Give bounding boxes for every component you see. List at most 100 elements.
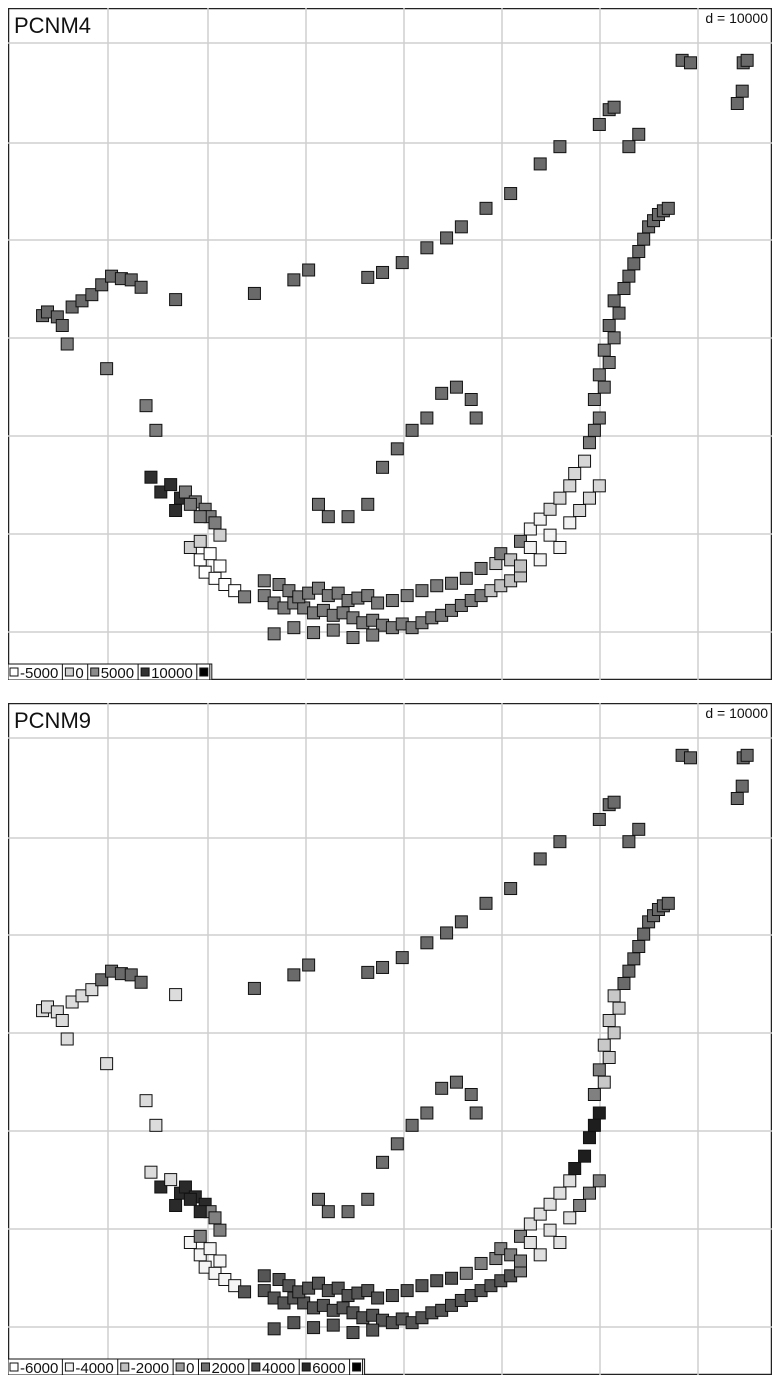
data-point-80	[257, 574, 271, 588]
data-point-114	[464, 1088, 478, 1101]
data-point-120	[533, 1207, 547, 1221]
data-point-27	[100, 1057, 114, 1071]
data-point-169	[632, 127, 646, 141]
data-point-49	[238, 590, 252, 604]
data-point-147	[661, 896, 675, 910]
data-point-105	[366, 1323, 380, 1337]
legend-label-0: -6000	[20, 1360, 58, 1375]
legend-swatch-1	[64, 667, 74, 677]
data-point-137	[607, 989, 621, 1003]
data-point-28	[139, 399, 153, 413]
data-point-19	[420, 936, 434, 950]
data-point-111	[420, 411, 434, 425]
data-point-13	[247, 286, 261, 300]
data-point-106	[341, 1205, 355, 1219]
data-point-101	[287, 621, 301, 635]
data-point-155	[592, 1174, 606, 1188]
data-point-129	[587, 393, 601, 406]
data-point-116	[321, 510, 335, 524]
data-point-29	[149, 423, 163, 437]
data-point-39	[208, 1211, 222, 1225]
data-point-134	[607, 1026, 621, 1040]
data-point-110	[405, 423, 419, 437]
legend-entry-6: 6000	[301, 1359, 351, 1375]
data-point-19	[420, 241, 434, 255]
data-point-102	[307, 626, 321, 640]
data-point-156	[553, 1236, 567, 1249]
legend-box	[8, 1358, 366, 1375]
data-point-98	[474, 1256, 488, 1270]
data-point-107	[361, 497, 375, 511]
legend-swatch-7	[352, 1362, 362, 1372]
data-point-92	[385, 1289, 399, 1303]
data-point-141	[632, 940, 646, 953]
data-point-113	[449, 380, 463, 394]
data-point-42	[169, 1199, 183, 1212]
data-point-40	[193, 510, 207, 524]
data-point-40	[193, 1205, 207, 1219]
data-point-7	[95, 973, 109, 987]
data-point-26	[60, 1032, 74, 1046]
data-point-138	[617, 977, 631, 990]
data-point-32	[164, 478, 178, 492]
data-point-30	[144, 1165, 158, 1179]
data-point-140	[627, 952, 641, 966]
data-point-41	[183, 1192, 197, 1206]
data-point-139	[622, 964, 636, 978]
data-point-14	[287, 273, 301, 287]
data-point-3	[55, 1014, 69, 1027]
data-point-3	[55, 319, 69, 332]
data-point-15	[302, 263, 316, 277]
data-point-154	[582, 491, 596, 505]
data-point-50	[193, 534, 207, 548]
data-point-125	[578, 454, 592, 468]
data-point-51	[203, 1242, 217, 1256]
data-point-14	[287, 968, 301, 982]
data-point-124	[568, 1162, 582, 1175]
data-point-126	[582, 1131, 596, 1145]
legend-swatch-0	[9, 1362, 19, 1372]
data-point-28	[139, 1094, 153, 1108]
data-point-169	[632, 822, 646, 836]
data-point-153	[573, 504, 587, 517]
data-point-96	[445, 1271, 459, 1285]
legend-label-0: -5000	[20, 665, 58, 680]
data-point-123	[563, 479, 577, 493]
data-point-11	[134, 280, 148, 294]
data-point-18	[395, 951, 409, 965]
data-point-18	[395, 256, 409, 270]
data-point-23	[504, 882, 518, 896]
data-point-160	[683, 56, 697, 70]
data-point-104	[346, 631, 360, 645]
data-point-52	[213, 559, 227, 573]
legend-entry-4	[199, 664, 211, 680]
data-point-126	[582, 436, 596, 450]
data-point-150	[523, 541, 537, 554]
legend-entry-5: 4000	[251, 1359, 300, 1375]
data-point-131	[592, 368, 606, 382]
data-point-90	[361, 1284, 375, 1298]
data-point-139	[622, 269, 636, 283]
data-point-115	[469, 411, 483, 425]
chart-title: PCNM4	[14, 13, 91, 38]
data-point-38	[213, 1223, 227, 1237]
data-point-114	[464, 393, 478, 406]
data-point-158	[513, 559, 527, 573]
data-point-24	[533, 157, 547, 171]
legend-label-1: 0	[75, 665, 83, 680]
scatter-plot-pcnm4: PCNM4 d = 10000 -5000 0 5000 10000	[8, 8, 772, 680]
data-point-98	[474, 561, 488, 575]
data-point-133	[597, 343, 611, 357]
data-point-51	[203, 547, 217, 561]
data-point-123	[563, 1174, 577, 1188]
data-point-142	[637, 232, 651, 246]
data-point-152	[563, 516, 577, 530]
data-point-121	[543, 502, 557, 516]
data-point-95	[430, 1274, 444, 1288]
data-point-103	[326, 623, 340, 637]
data-point-94	[415, 1279, 429, 1293]
legend-swatch-4	[200, 1362, 210, 1372]
data-point-141	[632, 245, 646, 258]
data-point-91	[371, 596, 385, 610]
data-point-24	[533, 852, 547, 866]
